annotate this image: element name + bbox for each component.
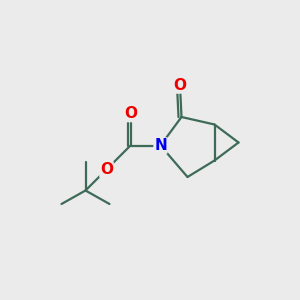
Text: O: O bbox=[173, 78, 187, 93]
Text: N: N bbox=[154, 138, 167, 153]
Text: O: O bbox=[100, 162, 113, 177]
Text: O: O bbox=[124, 106, 137, 122]
